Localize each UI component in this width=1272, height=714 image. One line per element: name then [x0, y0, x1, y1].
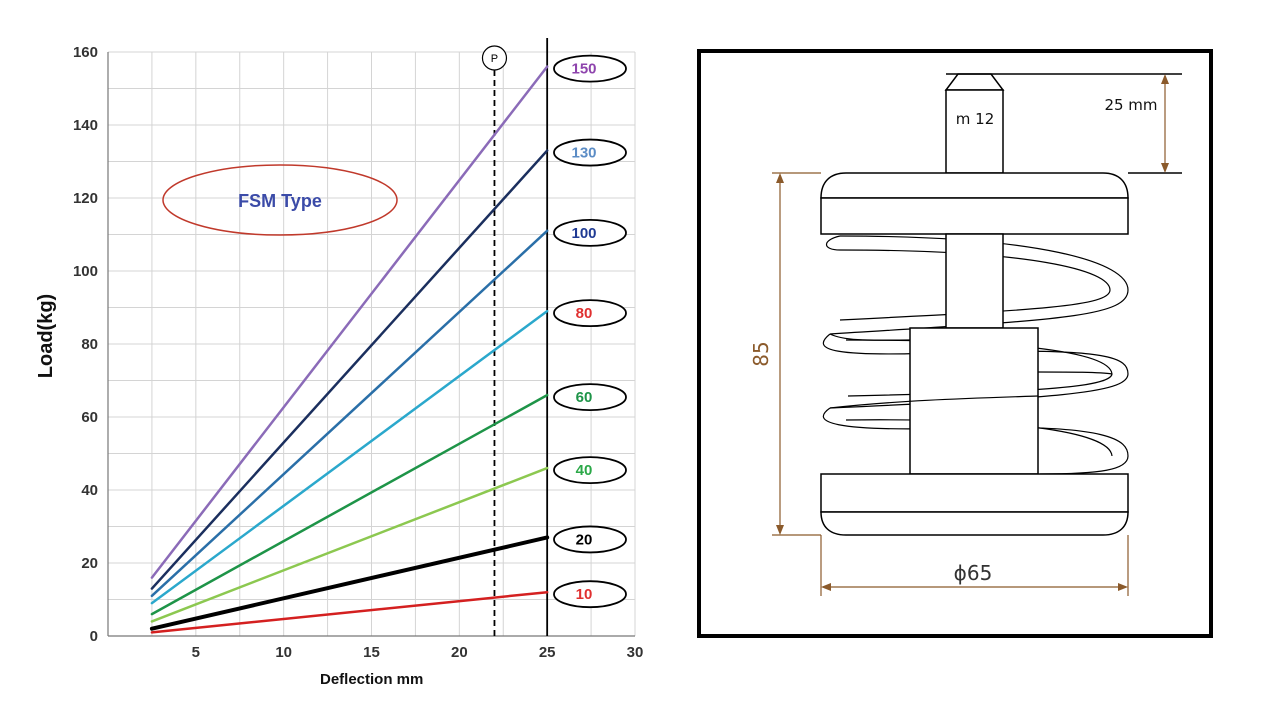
series-line-150 — [150, 65, 549, 579]
series-label-150: 150 — [571, 61, 596, 78]
series-label-oval — [553, 580, 627, 609]
x-tick-label: 15 — [363, 644, 380, 661]
center-block — [909, 327, 1039, 475]
series-line-100 — [150, 229, 549, 598]
p-marker-circle — [481, 45, 508, 71]
y-tick-label: 100 — [73, 263, 98, 280]
series-label-oval — [553, 525, 627, 554]
series-line-10 — [150, 590, 549, 634]
series-label-oval — [553, 54, 627, 83]
bolt: m 12 — [944, 73, 1005, 174]
y-tick-label: 140 — [73, 117, 98, 134]
load-deflection-chart: 0 20 40 60 80 100 120 140 160 5 10 15 20 25 30 P 150 130… — [35, 38, 643, 688]
bottom-plate — [820, 473, 1129, 536]
spring-coil-front — [829, 333, 1113, 409]
series-label-oval — [553, 218, 627, 247]
diameter-dimension: ϕ65 — [820, 535, 1129, 596]
series-line-130 — [150, 149, 549, 590]
series-label-oval — [553, 138, 627, 167]
chart-series — [149, 65, 550, 634]
body-height-dimension: 85 — [749, 172, 821, 536]
series-label-20: 20 — [576, 531, 593, 548]
y-axis-label: Load(kg) — [35, 294, 57, 378]
fsm-type-label: FSM Type — [238, 191, 322, 211]
bolt-height-label: 25 mm — [1104, 96, 1157, 114]
y-tick-label: 40 — [81, 482, 98, 499]
x-tick-label: 10 — [275, 644, 292, 661]
y-tick-label: 120 — [73, 190, 98, 207]
chart-axes: 0 20 40 60 80 100 120 140 160 5 10 15 20 25 30 P — [73, 38, 643, 661]
top-plate — [820, 172, 1129, 235]
y-tick-label: 160 — [73, 44, 98, 61]
y-tick-label: 20 — [81, 555, 98, 572]
x-tick-label: 20 — [451, 644, 468, 661]
center-rod — [945, 233, 1004, 329]
bolt-height-dimension: 25 mm — [946, 73, 1182, 174]
series-label-40: 40 — [576, 462, 593, 479]
series-label-oval — [553, 456, 627, 485]
series-line-40 — [150, 466, 549, 623]
drawing-frame — [697, 49, 1213, 638]
series-label-100: 100 — [571, 225, 596, 242]
series-label-60: 60 — [576, 389, 593, 406]
x-tick-label: 5 — [192, 644, 200, 661]
p-marker-label: P — [491, 53, 498, 65]
series-line-60 — [150, 393, 549, 616]
series-line-20 — [149, 535, 550, 631]
x-axis-label: Deflection mm — [320, 671, 423, 688]
series-line-80 — [150, 309, 549, 605]
series-label-130: 130 — [571, 145, 596, 162]
x-tick-label: 25 — [539, 644, 556, 661]
fsm-type-annotation: FSM Type — [162, 164, 398, 236]
y-tick-label: 80 — [81, 336, 98, 353]
body-height-label: 85 — [749, 341, 773, 366]
diameter-label: ϕ65 — [954, 561, 993, 585]
y-tick-label: 0 — [90, 628, 98, 645]
series-label-80: 80 — [576, 305, 593, 322]
bolt-size-label: m 12 — [956, 110, 994, 128]
series-label-oval — [553, 383, 627, 412]
series-label-oval — [553, 299, 627, 328]
series-labels: 150 130 100 80 60 40 20 10 — [553, 54, 627, 609]
x-tick-label: 30 — [627, 644, 644, 661]
y-tick-label: 60 — [81, 409, 98, 426]
series-label-10: 10 — [576, 586, 593, 603]
